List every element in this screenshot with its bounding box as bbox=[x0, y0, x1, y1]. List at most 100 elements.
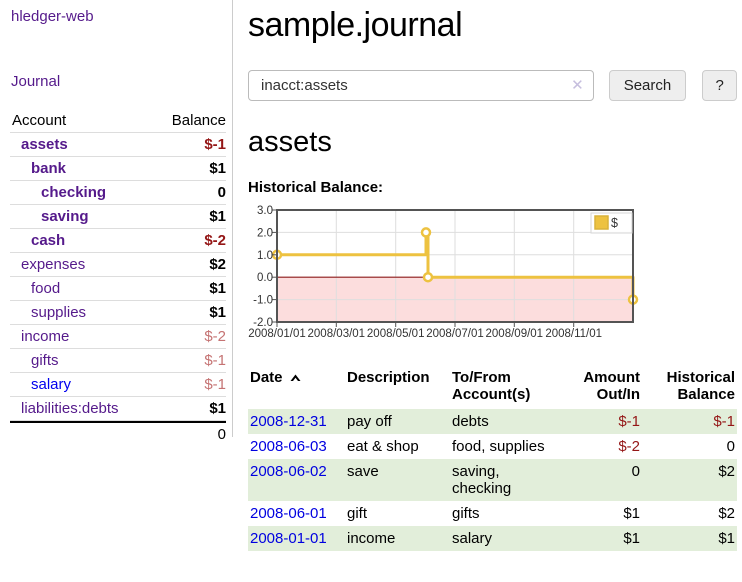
transaction-amount: $-1 bbox=[618, 413, 640, 430]
accounts-total-row: 0 bbox=[10, 421, 226, 445]
gridlines bbox=[277, 210, 633, 322]
help-button[interactable]: ? bbox=[702, 70, 737, 101]
account-balance: 0 bbox=[217, 184, 226, 201]
account-link-income[interactable]: income bbox=[21, 328, 70, 345]
transaction-accounts: gifts bbox=[452, 505, 480, 522]
svg-text:2008/07/01: 2008/07/01 bbox=[426, 328, 484, 340]
account-balance: $-2 bbox=[204, 328, 226, 345]
sidebar-item-journal[interactable]: Journal bbox=[11, 73, 61, 90]
transaction-date-link[interactable]: 2008-12-31 bbox=[250, 413, 327, 430]
chart-legend: $ bbox=[590, 212, 633, 234]
transaction-accounts: saving, checking bbox=[452, 463, 512, 497]
x-axis-labels: 2008/01/01 2008/03/01 2008/05/01 2008/07… bbox=[248, 328, 602, 340]
register-row[interactable]: 2008-06-01 gift gifts $1 $2 bbox=[248, 501, 737, 526]
transaction-date-link[interactable]: 2008-06-02 bbox=[250, 463, 327, 480]
balance-column-header: Balance bbox=[171, 112, 226, 129]
account-row-bank: bank $1 bbox=[10, 157, 226, 181]
register-row[interactable]: 2008-06-02 save saving, checking 0 $2 bbox=[248, 459, 737, 501]
transaction-date-link[interactable]: 2008-06-01 bbox=[250, 505, 327, 522]
header-accounts: To/From Account(s) bbox=[452, 369, 531, 403]
account-balance: $1 bbox=[209, 304, 226, 321]
account-link-assets[interactable]: assets bbox=[21, 136, 68, 153]
search-form: ✕ Search ? bbox=[248, 70, 737, 101]
account-link-bank[interactable]: bank bbox=[31, 160, 67, 177]
header-date[interactable]: Date bbox=[248, 367, 345, 409]
transaction-balance: $1 bbox=[718, 530, 735, 547]
search-input[interactable] bbox=[248, 70, 594, 101]
account-balance: $1 bbox=[209, 160, 226, 177]
account-link-expenses[interactable]: expenses bbox=[21, 256, 86, 273]
balance-chart-svg: 3.0 2.0 1.0 0.0 -1.0 -2.0 2008/01/01 200… bbox=[248, 205, 639, 340]
balance-chart[interactable]: 3.0 2.0 1.0 0.0 -1.0 -2.0 2008/01/01 200… bbox=[248, 203, 737, 348]
svg-text:2008/09/01: 2008/09/01 bbox=[486, 328, 544, 340]
account-row-saving: saving $1 bbox=[10, 205, 226, 229]
transaction-balance: 0 bbox=[726, 438, 735, 455]
account-row-liabilities-debts: liabilities:debts $1 bbox=[10, 397, 226, 421]
page-title: sample.journal bbox=[248, 6, 463, 44]
account-balance: $1 bbox=[209, 208, 226, 225]
sidebar: hledger-web Journal Account Balance asse… bbox=[0, 0, 233, 443]
account-row-assets: assets $-1 bbox=[10, 133, 226, 157]
account-row-checking: checking 0 bbox=[10, 181, 226, 205]
account-balance: $1 bbox=[209, 400, 226, 417]
account-link-supplies[interactable]: supplies bbox=[31, 304, 87, 321]
transaction-amount: $1 bbox=[623, 530, 640, 547]
svg-text:2008/05/01: 2008/05/01 bbox=[367, 328, 425, 340]
accounts-tree: Account Balance assets $-1 bank $1 check… bbox=[10, 111, 226, 445]
app-title-link[interactable]: hledger-web bbox=[11, 8, 94, 25]
transaction-balance: $-1 bbox=[713, 413, 735, 430]
svg-text:-1.0: -1.0 bbox=[253, 295, 273, 307]
axis-ticks bbox=[272, 209, 575, 327]
header-amount: Amount Out/In bbox=[583, 369, 640, 403]
svg-text:2.0: 2.0 bbox=[257, 227, 273, 239]
account-link-gifts[interactable]: gifts bbox=[31, 352, 59, 369]
account-link-saving[interactable]: saving bbox=[41, 208, 89, 225]
transaction-amount: 0 bbox=[631, 463, 640, 480]
register-row[interactable]: 2008-01-01 income salary $1 $1 bbox=[248, 526, 737, 551]
svg-text:-2.0: -2.0 bbox=[253, 317, 273, 329]
transaction-description: gift bbox=[347, 505, 368, 522]
sort-ascending-icon bbox=[289, 369, 302, 386]
transaction-date-link[interactable]: 2008-01-01 bbox=[250, 530, 327, 547]
account-balance: $-1 bbox=[204, 352, 226, 369]
account-row-expenses: expenses $2 bbox=[10, 253, 226, 277]
transaction-date-link[interactable]: 2008-06-03 bbox=[250, 438, 327, 455]
svg-text:1.0: 1.0 bbox=[257, 250, 273, 262]
register-row[interactable]: 2008-06-03 eat & shop food, supplies $-2… bbox=[248, 434, 737, 459]
header-balance: Historical Balance bbox=[666, 369, 735, 403]
accounts-total-value: 0 bbox=[217, 426, 226, 443]
account-link-checking[interactable]: checking bbox=[41, 184, 107, 201]
transaction-amount: $-2 bbox=[618, 438, 640, 455]
transaction-accounts: debts bbox=[452, 413, 489, 430]
account-column-header: Account bbox=[12, 112, 67, 129]
transaction-amount: $1 bbox=[623, 505, 640, 522]
account-link-liabilities-debts[interactable]: liabilities:debts bbox=[21, 400, 119, 417]
transaction-description: save bbox=[347, 463, 379, 480]
search-button[interactable]: Search bbox=[608, 70, 687, 101]
register-row[interactable]: 2008-12-31 pay off debts $-1 $-1 bbox=[248, 409, 737, 434]
accounts-tree-header: Account Balance bbox=[10, 111, 226, 133]
account-link-cash[interactable]: cash bbox=[31, 232, 66, 249]
register-table: Date Description To/From Account(s) Amou… bbox=[248, 367, 737, 551]
account-row-gifts: gifts $-1 bbox=[10, 349, 226, 373]
account-row-supplies: supplies $1 bbox=[10, 301, 226, 325]
account-balance: $-2 bbox=[204, 232, 226, 249]
clear-search-icon[interactable]: ✕ bbox=[571, 77, 584, 94]
svg-text:3.0: 3.0 bbox=[257, 205, 273, 217]
data-point-markers bbox=[271, 227, 639, 305]
account-row-income: income $-2 bbox=[10, 325, 226, 349]
account-row-cash: cash $-2 bbox=[10, 229, 226, 253]
account-row-food: food $1 bbox=[10, 277, 226, 301]
account-balance: $-1 bbox=[204, 136, 226, 153]
transaction-description: pay off bbox=[347, 413, 392, 430]
y-axis-labels: 3.0 2.0 1.0 0.0 -1.0 -2.0 bbox=[253, 205, 273, 329]
svg-text:2008/11/01: 2008/11/01 bbox=[545, 328, 602, 340]
account-link-food[interactable]: food bbox=[31, 280, 61, 297]
header-date-label: Date bbox=[250, 369, 283, 386]
transaction-description: eat & shop bbox=[347, 438, 419, 455]
account-link-salary[interactable]: salary bbox=[31, 376, 72, 393]
transaction-accounts: food, supplies bbox=[452, 438, 545, 455]
account-balance: $1 bbox=[209, 280, 226, 297]
transaction-balance: $2 bbox=[718, 463, 735, 480]
legend-label: $ bbox=[611, 216, 618, 230]
